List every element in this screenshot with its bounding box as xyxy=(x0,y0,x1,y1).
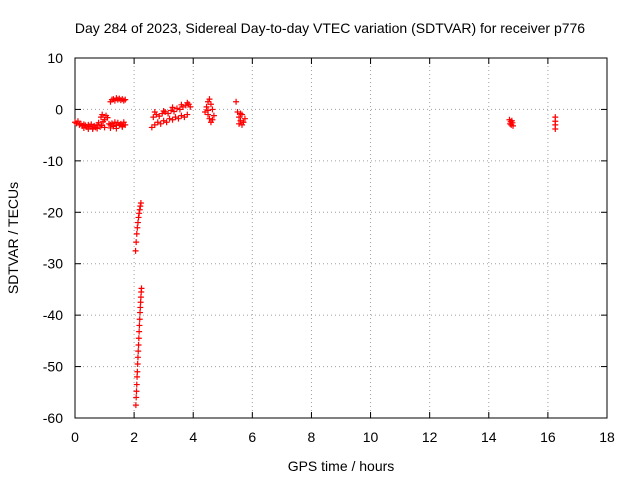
data-point xyxy=(206,115,213,122)
data-point xyxy=(107,124,114,131)
x-tick-label: 18 xyxy=(599,429,615,445)
data-point xyxy=(168,107,175,114)
data-point xyxy=(184,99,191,106)
data-point xyxy=(157,120,164,127)
data-point xyxy=(173,105,180,112)
data-point xyxy=(175,115,182,122)
data-point xyxy=(136,328,143,335)
data-point xyxy=(135,348,142,355)
data-point xyxy=(209,116,216,123)
data-point xyxy=(209,106,216,113)
data-point xyxy=(187,103,194,110)
data-point xyxy=(119,123,126,130)
data-point xyxy=(80,124,87,131)
x-tick-label: 8 xyxy=(308,429,316,445)
y-tick-label: 10 xyxy=(47,50,63,66)
data-point xyxy=(108,120,115,127)
y-axis-label: SDTVAR / TECUs xyxy=(5,182,21,294)
data-point xyxy=(165,110,172,117)
data-point xyxy=(136,316,143,323)
y-tick-label: -30 xyxy=(43,256,63,272)
y-tick-label: -40 xyxy=(43,307,63,323)
x-tick-label: 4 xyxy=(189,429,197,445)
data-point xyxy=(510,122,517,129)
data-point xyxy=(166,115,173,122)
data-point xyxy=(132,402,139,409)
data-point xyxy=(236,120,243,127)
data-point xyxy=(137,304,144,311)
data-point xyxy=(151,109,158,115)
data-points xyxy=(72,95,559,409)
y-tick-label: -20 xyxy=(43,204,63,220)
y-tick-label: -60 xyxy=(43,410,63,426)
x-axis: 0 2 4 6 8 10 12 14 16 18 xyxy=(71,58,615,445)
data-point xyxy=(171,108,178,115)
data-point xyxy=(137,294,144,301)
data-point xyxy=(169,104,176,111)
x-tick-label: 6 xyxy=(248,429,256,445)
data-point xyxy=(238,121,245,128)
x-axis-label: GPS time / hours xyxy=(288,458,395,474)
data-point xyxy=(134,373,141,380)
data-point xyxy=(134,354,141,361)
data-point xyxy=(241,115,248,122)
data-point xyxy=(101,124,108,131)
data-point xyxy=(137,200,144,207)
grid xyxy=(75,58,607,418)
data-point xyxy=(122,96,129,103)
data-point xyxy=(206,96,213,103)
data-point xyxy=(135,341,142,348)
data-point xyxy=(134,224,141,231)
data-point xyxy=(184,111,191,118)
data-point xyxy=(135,335,142,342)
x-tick-label: 14 xyxy=(481,429,497,445)
data-point xyxy=(134,219,141,226)
data-point xyxy=(160,107,167,114)
data-point xyxy=(99,111,106,118)
x-tick-label: 10 xyxy=(363,429,379,445)
data-point xyxy=(134,361,141,367)
y-axis: 10 0 -10 -20 -30 -40 -50 -60 xyxy=(43,50,607,426)
chart-title: Day 284 of 2023, Sidereal Day-to-day VTE… xyxy=(75,20,585,36)
data-point xyxy=(138,285,145,292)
data-point xyxy=(205,107,211,114)
data-point xyxy=(94,125,101,132)
x-tick-label: 12 xyxy=(422,429,438,445)
data-point xyxy=(233,98,240,105)
data-point xyxy=(113,125,120,132)
x-tick-label: 2 xyxy=(130,429,138,445)
plot-area-border xyxy=(74,57,608,419)
data-point xyxy=(552,125,559,132)
data-point xyxy=(104,114,111,121)
data-point xyxy=(133,394,140,401)
x-tick-label: 16 xyxy=(540,429,556,445)
data-point xyxy=(134,368,141,375)
data-point xyxy=(133,230,140,237)
data-point xyxy=(203,103,210,110)
data-point xyxy=(137,309,144,316)
data-point xyxy=(137,299,144,306)
data-point xyxy=(133,239,140,246)
data-point xyxy=(136,322,143,329)
data-point xyxy=(133,388,140,395)
data-point xyxy=(133,381,140,388)
data-point xyxy=(207,101,214,108)
x-tick-label: 0 xyxy=(71,429,79,445)
data-point xyxy=(163,119,170,126)
y-tick-label: -10 xyxy=(43,153,63,169)
y-tick-label: -50 xyxy=(43,359,63,375)
data-point xyxy=(178,101,185,108)
y-tick-label: 0 xyxy=(55,101,63,117)
data-point xyxy=(237,110,244,117)
data-point xyxy=(210,112,217,119)
data-point xyxy=(132,247,139,254)
